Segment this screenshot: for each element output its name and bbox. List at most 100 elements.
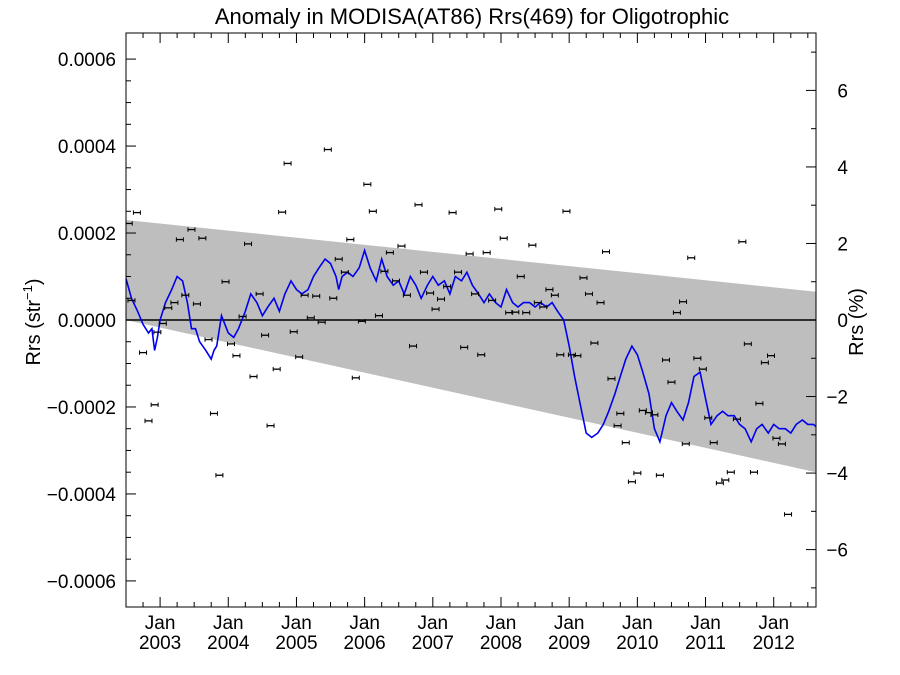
x-tick-year-label: 2006: [343, 633, 385, 654]
data-point: [127, 298, 136, 303]
data-point: [784, 512, 793, 517]
data-point: [607, 376, 616, 381]
data-point: [596, 300, 605, 305]
data-point: [726, 469, 735, 475]
data-point: [153, 329, 162, 335]
data-point: [329, 296, 338, 301]
data-point: [545, 287, 554, 292]
data-point: [616, 411, 625, 416]
data-point: [465, 251, 474, 257]
data-point: [681, 441, 690, 447]
data-point: [221, 279, 230, 284]
left-tick-label: 0.0006: [58, 50, 116, 71]
x-tick-month-label: Jan: [486, 613, 517, 634]
data-point: [198, 236, 207, 241]
data-point: [232, 353, 241, 358]
data-point: [471, 291, 480, 297]
data-point: [192, 301, 201, 307]
data-point: [419, 269, 428, 275]
x-tick-month-label: Jan: [145, 613, 176, 634]
x-tick-year-label: 2003: [139, 633, 181, 654]
data-point: [144, 418, 153, 424]
data-point: [679, 299, 688, 304]
right-tick-label: 2: [837, 234, 848, 255]
data-point: [777, 441, 786, 447]
right-tick-label: 6: [837, 81, 848, 102]
y-axis-label-left-sup: −1: [20, 285, 35, 300]
data-point: [693, 356, 702, 361]
y-axis-label-left-base: Rrs (str: [23, 300, 45, 366]
y-axis-label-right: Rrs (%): [846, 288, 868, 356]
data-point: [227, 341, 235, 347]
data-point: [317, 319, 326, 325]
data-point: [209, 411, 218, 416]
data-point: [283, 161, 292, 166]
right-tick-label: −4: [826, 464, 848, 485]
data-point: [357, 319, 366, 324]
data-point: [477, 352, 486, 357]
data-point: [300, 293, 309, 298]
data-point: [650, 412, 659, 417]
x-tick-month-label: Jan: [281, 613, 312, 634]
data-point: [573, 353, 582, 358]
smoothed-anomaly-line: [126, 247, 816, 445]
data-point: [249, 374, 258, 379]
data-point: [175, 237, 184, 242]
right-tick-label: −6: [826, 541, 848, 562]
data-point: [363, 182, 372, 187]
left-tick-label: −0.0006: [47, 572, 116, 593]
data-point: [289, 329, 298, 334]
data-point: [414, 202, 423, 207]
x-tick-year-label: 2007: [412, 633, 454, 654]
data-point: [409, 343, 418, 349]
data-point: [533, 300, 542, 305]
data-point: [732, 416, 741, 422]
left-tick-label: 0.0004: [58, 137, 117, 158]
data-point: [164, 305, 173, 311]
right-tick-label: −2: [826, 388, 848, 409]
data-point: [721, 477, 730, 483]
plot-content: [126, 147, 816, 517]
data-point: [244, 241, 253, 247]
data-point: [437, 296, 445, 302]
data-point: [488, 298, 497, 303]
trend-band: [126, 219, 816, 473]
data-point: [767, 353, 775, 358]
data-point: [672, 310, 681, 315]
data-point: [633, 470, 642, 476]
y-axis-label-left: Rrs (str−1): [20, 278, 45, 365]
x-tick-year-label: 2011: [685, 633, 726, 654]
x-tick-month-label: Jan: [349, 613, 380, 634]
data-point: [738, 239, 747, 244]
data-point: [667, 379, 676, 385]
data-point: [312, 293, 321, 299]
data-point: [516, 274, 525, 279]
data-point: [215, 473, 224, 478]
data-point: [443, 284, 452, 289]
x-tick-year-label: 2010: [616, 633, 658, 654]
x-tick-year-label: 2004: [207, 633, 250, 654]
x-tick-month-label: Jan: [758, 613, 789, 634]
x-tick-month-label: Jan: [417, 613, 448, 634]
data-point: [627, 479, 636, 484]
data-point: [402, 293, 411, 298]
data-point: [550, 293, 559, 298]
data-point: [709, 440, 718, 445]
data-point: [522, 310, 531, 315]
data-point: [749, 469, 758, 475]
data-point: [306, 315, 315, 321]
y-axis-label-left-tail: ): [23, 278, 45, 285]
left-tick-label: −0.0004: [47, 485, 117, 506]
data-point: [334, 256, 343, 262]
data-point: [460, 345, 469, 350]
plot-area: [126, 147, 816, 517]
data-point: [392, 278, 400, 284]
data-point: [602, 249, 610, 254]
left-tick-label: −0.0002: [47, 398, 116, 419]
data-point: [613, 423, 622, 428]
data-point: [579, 275, 588, 281]
right-tick-label: 0: [837, 311, 848, 332]
data-point: [385, 250, 394, 255]
data-point: [170, 300, 179, 305]
data-point: [132, 210, 141, 215]
